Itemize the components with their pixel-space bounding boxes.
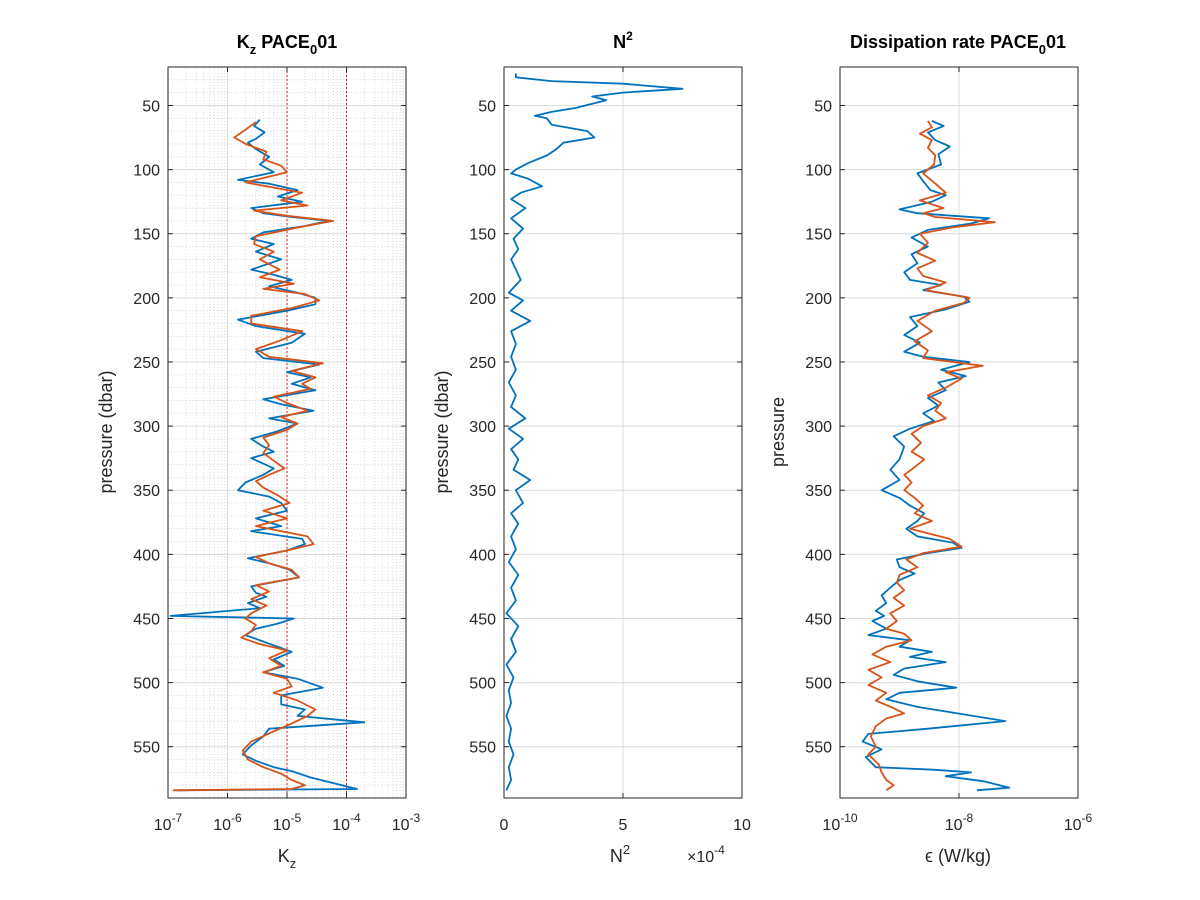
kz-xtick-label: 10-4 <box>332 811 361 834</box>
kz-ytick-label: 50 <box>142 98 160 115</box>
dissipation-ytick-label: 200 <box>805 291 832 308</box>
n2-ytick-label: 350 <box>469 483 496 500</box>
dissipation-xlabel: ϵ (W/kg) <box>925 846 991 866</box>
dissipation-series-line-0 <box>861 120 1011 792</box>
kz-panel: 50 100 150 200 250 300 350 400 450 500 550 10-7 10-6… <box>96 32 421 871</box>
kz-ytick-label: 500 <box>133 676 160 693</box>
dissipation-ytick-label: 450 <box>805 611 832 628</box>
n2-title: N2 <box>613 29 633 52</box>
n2-ytick-label: 250 <box>469 355 496 372</box>
n2-ytick-label: 450 <box>469 611 496 628</box>
n2-ytick-label: 100 <box>469 163 496 180</box>
n2-ytick-label: 500 <box>469 676 496 693</box>
dissipation-xtick-label: 10-8 <box>945 811 974 834</box>
n2-xtick-label: 0 <box>500 817 509 834</box>
kz-ytick-label: 250 <box>133 355 160 372</box>
dissipation-title: Dissipation rate PACE001 <box>850 32 1066 57</box>
dissipation-series-line-1 <box>867 120 996 792</box>
n2-ytick-label: 150 <box>469 227 496 244</box>
dissipation-ytick-label: 500 <box>805 676 832 693</box>
n2-xlabel: N2 <box>610 842 630 866</box>
dissipation-ytick-label: 250 <box>805 355 832 372</box>
kz-xtick-label: 10-5 <box>273 811 302 834</box>
dissipation-ytick-label: 400 <box>805 547 832 564</box>
dissipation-series <box>861 120 1011 792</box>
kz-ytick-label: 550 <box>133 740 160 757</box>
n2-ytick-label: 300 <box>469 419 496 436</box>
dissipation-ticks: 50 100 150 200 250 300 350 400 450 500 550 10-10 10-… <box>805 67 1093 834</box>
kz-xlabel: Kz <box>278 846 297 871</box>
kz-ytick-label: 400 <box>133 547 160 564</box>
kz-ylabel: pressure (dbar) <box>96 370 116 493</box>
kz-ytick-label: 200 <box>133 291 160 308</box>
n2-ytick-label: 50 <box>478 98 496 115</box>
n2-x-multiplier: ×10-4 <box>687 843 725 866</box>
n2-ticks: 50 100 150 200 250 300 350 400 450 500 550 0 5 10 <box>469 67 751 834</box>
kz-ytick-label: 300 <box>133 419 160 436</box>
kz-xtick-label: 10-6 <box>213 811 242 834</box>
n2-ytick-label: 400 <box>469 547 496 564</box>
kz-series <box>169 118 366 792</box>
dissipation-ytick-label: 350 <box>805 483 832 500</box>
n2-xtick-label: 10 <box>733 817 751 834</box>
n2-ytick-label: 550 <box>469 740 496 757</box>
kz-xtick-label: 10-7 <box>154 811 183 834</box>
n2-xtick-label: 5 <box>619 817 628 834</box>
kz-ytick-label: 100 <box>133 163 160 180</box>
n2-ylabel: pressure (dbar) <box>432 370 452 493</box>
dissipation-ytick-label: 100 <box>805 163 832 180</box>
kz-ytick-label: 150 <box>133 227 160 244</box>
dissipation-ytick-label: 150 <box>805 227 832 244</box>
dissipation-ytick-label: 550 <box>805 740 832 757</box>
kz-ytick-label: 350 <box>133 483 160 500</box>
kz-ytick-label: 450 <box>133 611 160 628</box>
kz-series-line-1 <box>172 121 335 792</box>
n2-ytick-label: 200 <box>469 291 496 308</box>
dissipation-ylabel: pressure <box>768 397 788 467</box>
n2-series <box>505 73 684 791</box>
kz-xtick-label: 10-3 <box>392 811 421 834</box>
dissipation-xtick-label: 10-6 <box>1064 811 1093 834</box>
dissipation-xtick-label: 10-10 <box>822 811 857 834</box>
dissipation-ytick-label: 50 <box>814 98 832 115</box>
kz-title: Kz PACE001 <box>237 32 337 57</box>
n2-series-line-0 <box>505 73 684 791</box>
dissipation-panel: 50 100 150 200 250 300 350 400 450 500 550 10-10 10-… <box>768 32 1093 866</box>
dissipation-ytick-label: 300 <box>805 419 832 436</box>
kz-ticks: 50 100 150 200 250 300 350 400 450 500 550 10-7 10-6… <box>133 67 421 834</box>
